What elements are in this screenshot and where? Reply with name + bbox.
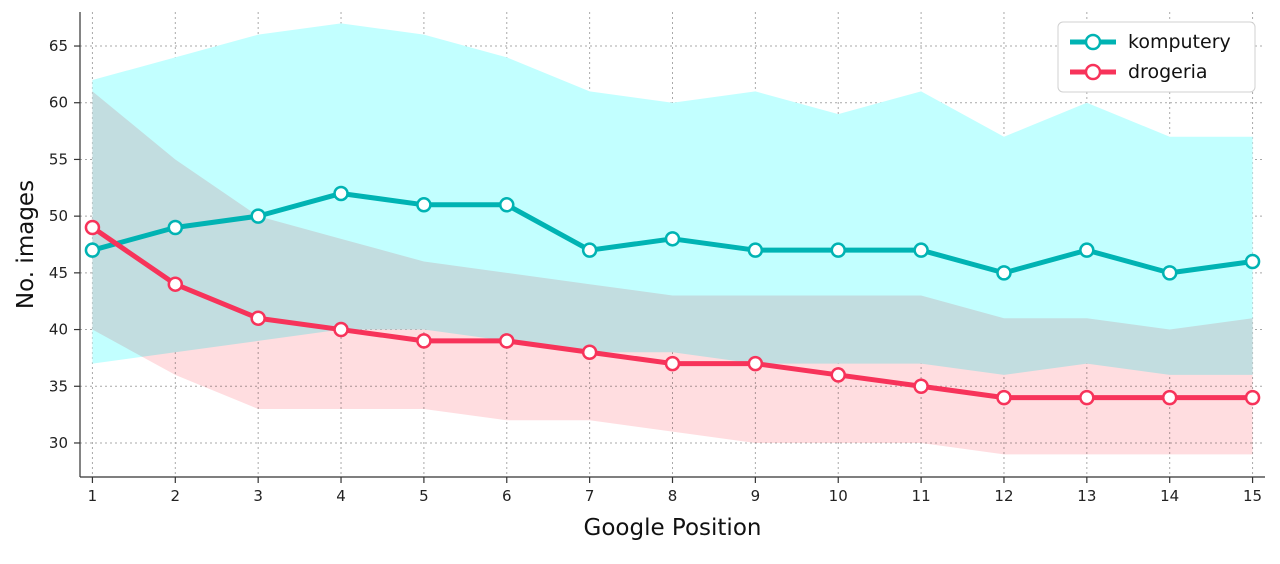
point-komputery	[830, 242, 846, 258]
point-drogeria	[250, 310, 266, 326]
x-tick-label: 2	[171, 487, 181, 505]
x-tick-label: 3	[253, 487, 263, 505]
x-axis-label: Google Position	[584, 515, 762, 541]
y-tick-label: 60	[49, 94, 68, 112]
legend: komputery drogeria	[1057, 21, 1256, 93]
point-komputery	[664, 231, 681, 247]
x-tick-label: 8	[668, 487, 678, 505]
y-tick-label: 55	[49, 150, 68, 168]
point-drogeria	[84, 219, 101, 236]
point-komputery	[1161, 265, 1178, 281]
point-komputery	[581, 242, 598, 258]
y-tick-label: 35	[49, 377, 68, 395]
point-komputery	[1079, 242, 1095, 258]
x-tick-label: 5	[419, 487, 429, 505]
y-tick-label: 50	[49, 207, 68, 225]
series-points	[84, 185, 1261, 406]
point-komputery	[333, 185, 349, 202]
point-komputery	[913, 242, 929, 258]
point-drogeria	[333, 321, 349, 338]
point-komputery	[996, 265, 1012, 281]
point-drogeria	[664, 355, 681, 372]
confidence-bands	[92, 23, 1253, 455]
y-axis-label: No. images	[13, 180, 39, 309]
x-tick-label: 14	[1160, 487, 1179, 505]
point-drogeria	[913, 378, 929, 395]
point-komputery	[84, 242, 101, 258]
y-tick-label: 40	[49, 321, 68, 339]
x-tick-label: 12	[994, 487, 1013, 505]
point-drogeria	[167, 276, 184, 292]
legend-marker	[1084, 63, 1102, 81]
point-drogeria	[1161, 389, 1178, 406]
x-tick-label: 7	[585, 487, 595, 505]
x-tick-label: 1	[88, 487, 98, 505]
legend-item-komputery: komputery	[1070, 31, 1231, 53]
point-drogeria	[1244, 389, 1261, 406]
point-komputery	[499, 197, 515, 213]
x-tick-label: 13	[1077, 487, 1096, 505]
point-drogeria	[747, 355, 764, 372]
x-tick-label: 15	[1243, 487, 1262, 505]
point-komputery	[167, 219, 184, 236]
legend-label: komputery	[1128, 31, 1231, 53]
y-tick-label: 30	[49, 434, 68, 452]
point-drogeria	[581, 344, 598, 360]
legend-marker	[1084, 33, 1102, 51]
point-komputery	[1244, 253, 1261, 270]
x-tick-label: 11	[912, 487, 931, 505]
point-komputery	[747, 242, 764, 258]
point-komputery	[416, 197, 432, 213]
legend-item-drogeria: drogeria	[1070, 61, 1208, 83]
x-tick-label: 9	[751, 487, 761, 505]
y-tick-label: 65	[49, 37, 68, 55]
x-tick-label: 6	[502, 487, 512, 505]
band-drogeria	[92, 91, 1253, 455]
point-drogeria	[416, 333, 432, 349]
point-drogeria	[830, 367, 846, 383]
y-tick-label: 45	[49, 264, 68, 282]
point-drogeria	[499, 333, 515, 349]
legend-label: drogeria	[1128, 61, 1208, 83]
point-komputery	[250, 208, 266, 224]
point-drogeria	[996, 389, 1012, 406]
x-tick-label: 4	[336, 487, 346, 505]
point-drogeria	[1079, 389, 1095, 406]
x-tick-label: 10	[829, 487, 848, 505]
